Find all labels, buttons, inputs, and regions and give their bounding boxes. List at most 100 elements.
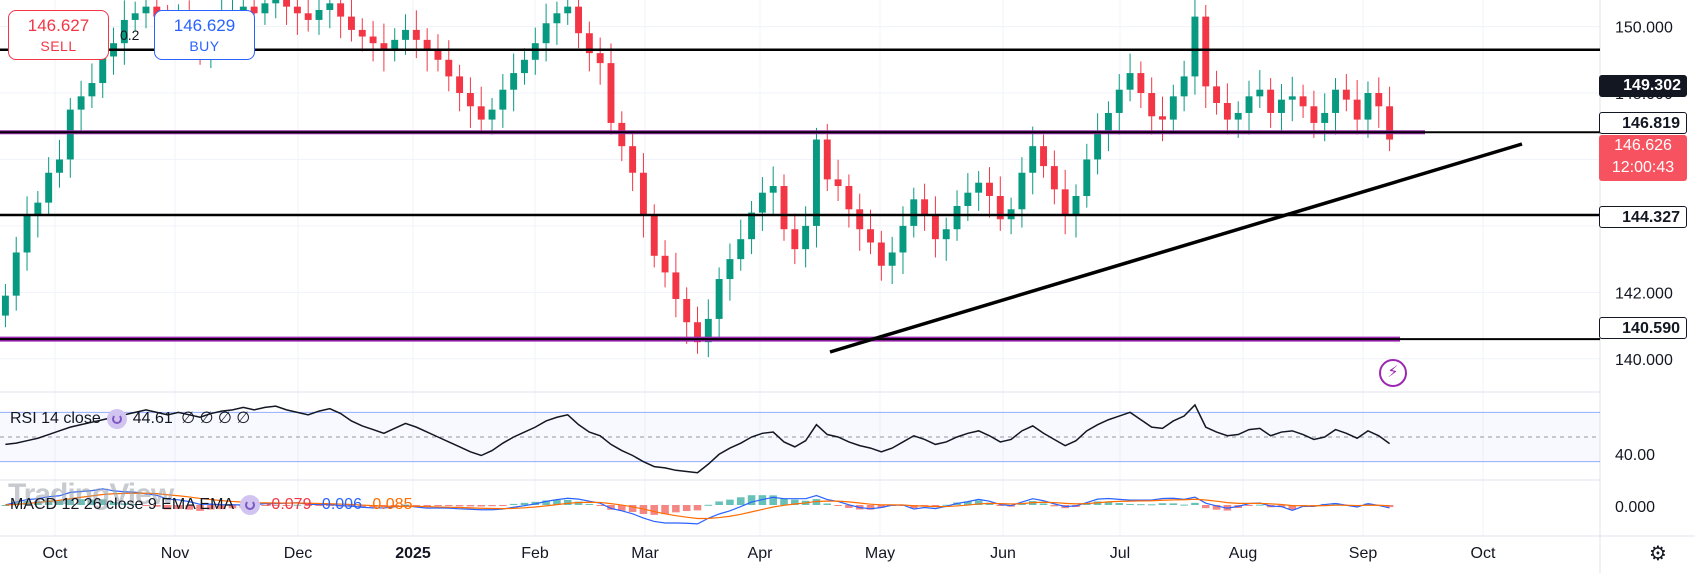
macd-histogram-bar (964, 501, 972, 505)
macd-line-value: 0.006 (321, 496, 362, 514)
macd-histogram-bar (769, 495, 777, 505)
candle-down (1386, 106, 1394, 140)
candle-up (1169, 96, 1177, 120)
macd-histogram-bar (509, 503, 518, 505)
time-tick-label: Feb (521, 545, 549, 562)
macd-histogram-bar (477, 505, 486, 507)
candle-down (1159, 116, 1166, 120)
rsi-pane (0, 403, 1600, 474)
candle-up (942, 229, 950, 240)
candle-down (618, 122, 626, 147)
macd-histogram-bar (109, 502, 118, 505)
gear-icon[interactable]: ⚙ (1649, 543, 1667, 565)
macd-histogram-bar (1331, 503, 1340, 505)
macd-histogram-bar (1, 505, 10, 506)
macd-histogram-bar (131, 504, 139, 506)
macd-histogram-bar (434, 505, 442, 507)
candle-up (1364, 93, 1372, 120)
candle-down (283, 0, 291, 7)
candle-up (1256, 89, 1264, 97)
candle-up (553, 13, 561, 24)
candle-up (964, 192, 972, 206)
time-tick-label: Nov (161, 545, 189, 562)
macd-histogram-bar (163, 505, 172, 510)
macd-histogram-bar (1126, 503, 1134, 505)
candle-down (1223, 102, 1231, 120)
candle-up (56, 159, 63, 173)
macd-histogram-bar (942, 504, 951, 506)
macd-histogram-bar (823, 503, 832, 505)
macd-histogram-bar (1158, 503, 1167, 505)
candle-up (402, 29, 409, 40)
candle-up (77, 96, 85, 110)
macd-histogram-bar (553, 499, 561, 505)
candle-down (877, 242, 885, 266)
candle-down (1137, 73, 1145, 94)
candlestick-series (1, 0, 1394, 358)
loading-spinner-icon (106, 408, 127, 429)
rsi-title: RSI 14 close (10, 410, 101, 427)
buy-price: 146.629 (173, 16, 236, 35)
macd-histogram-bar (974, 500, 983, 505)
sell-button[interactable]: 146.627 SELL (8, 10, 109, 60)
buy-button[interactable]: 146.629 BUY (154, 10, 255, 60)
macd-histogram-bar (315, 505, 323, 507)
macd-histogram-bar (466, 505, 475, 507)
macd-histogram-bar (401, 504, 410, 506)
level-badge-149-302: 149.302 (1599, 75, 1687, 97)
macd-histogram-bar (682, 505, 691, 512)
macd-histogram-bar (44, 500, 53, 505)
trendline[interactable] (829, 142, 1523, 354)
macd-histogram-bar (358, 505, 367, 508)
macd-histogram-bar (1104, 501, 1113, 505)
level-badge-146-819: 146.819 (1599, 112, 1687, 134)
macd-histogram-bar (1191, 502, 1199, 505)
rsi-legend[interactable]: RSI 14 close 44.61 ∅ ∅ ∅ ∅ (10, 408, 250, 429)
time-tick-label: Jun (990, 545, 1016, 562)
macd-histogram-bar (261, 505, 269, 506)
tradingview-watermark: TradingView (8, 478, 174, 511)
candle-down (358, 29, 366, 37)
macd-histogram-bar (293, 504, 302, 506)
macd-histogram-bar (1169, 503, 1178, 505)
candle-up (66, 109, 74, 160)
candle-up (142, 6, 150, 14)
candle-down (304, 13, 312, 20)
horizontal-levels[interactable] (0, 48, 1600, 342)
macd-histogram-bar (596, 505, 604, 506)
candle-down (856, 209, 864, 230)
candle-up (1234, 112, 1242, 120)
candle-up (488, 109, 496, 120)
time-axis: Oct Nov Dec 2025 Feb Mar Apr May Jun Jul Aug Sep Oct (43, 545, 1496, 562)
macd-histogram-bar (661, 505, 669, 515)
candle-down (780, 186, 788, 230)
candle-down (477, 106, 485, 120)
macd-histogram-bar (1180, 504, 1188, 506)
candle-up (99, 56, 107, 84)
lightning-icon[interactable]: ⚡ (1379, 359, 1407, 387)
macd-histogram-bar (693, 505, 702, 511)
macd-axis-label: 0.000 (1615, 499, 1655, 516)
candle-down (445, 59, 453, 77)
macd-histogram-bar (444, 505, 453, 506)
candle-up (737, 239, 745, 260)
macd-histogram-bar (715, 501, 723, 505)
candle-down (867, 229, 874, 243)
price-tick-label: 142.000 (1615, 285, 1673, 302)
candle-up (910, 199, 918, 226)
candle-down (834, 179, 842, 187)
macd-histogram-bar (120, 503, 129, 505)
macd-histogram-bar (909, 505, 918, 509)
macd-histogram-bar (672, 505, 680, 513)
macd-histogram-bar (455, 505, 464, 507)
candle-up (131, 13, 139, 20)
rsi-extra-values: ∅ ∅ ∅ ∅ (181, 410, 251, 427)
candle-up (499, 89, 507, 110)
macd-histogram-bar (488, 505, 496, 507)
macd-histogram-bar (877, 505, 886, 508)
macd-legend[interactable]: MACD 12 26 close 9 EMA EMA -0.079 0.006 0… (10, 495, 412, 515)
rsi-value: 44.61 (132, 410, 173, 427)
candle-up (1180, 76, 1188, 97)
macd-histogram-bar (423, 505, 431, 507)
